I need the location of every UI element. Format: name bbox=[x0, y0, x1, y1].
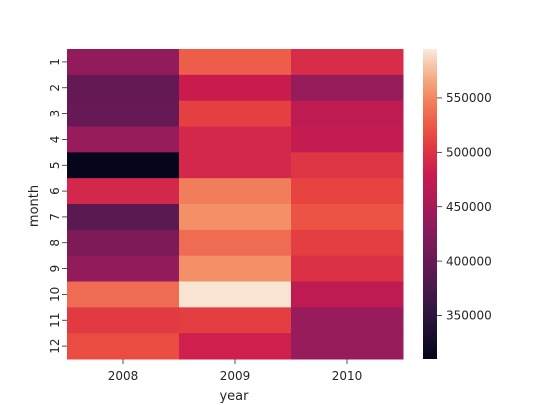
y-tick-label: 2 bbox=[48, 84, 62, 92]
heatmap-cell-8-2008 bbox=[67, 229, 180, 257]
heatmap-cell-1-2010 bbox=[291, 49, 404, 76]
heatmap-cell-10-2010 bbox=[291, 281, 404, 308]
heatmap-cell-2-2010 bbox=[291, 74, 404, 102]
heatmap-cell-4-2010 bbox=[291, 126, 404, 153]
heatmap-cell-3-2008 bbox=[67, 100, 180, 127]
heatmap-cell-7-2009 bbox=[179, 204, 292, 231]
heatmap-cell-5-2009 bbox=[179, 152, 292, 179]
heatmap-cell-11-2010 bbox=[291, 307, 404, 334]
heatmap-cell-5-2008 bbox=[67, 152, 180, 179]
heatmap-cell-9-2009 bbox=[179, 255, 292, 282]
y-axis-label: month bbox=[27, 185, 42, 227]
heatmap-cell-2-2008 bbox=[67, 74, 180, 102]
heatmap-cell-8-2009 bbox=[179, 229, 292, 257]
heatmap-cell-8-2010 bbox=[291, 229, 404, 257]
y-tick-label: 4 bbox=[48, 136, 62, 144]
x-axis: 2008 2009 2010 bbox=[108, 359, 363, 383]
heatmap-cell-11-2008 bbox=[67, 307, 180, 334]
heatmap-cell-3-2010 bbox=[291, 100, 404, 127]
y-tick-label: 3 bbox=[48, 110, 62, 118]
colorbar-axis: 350000 400000 450000 500000 550000 bbox=[437, 91, 492, 323]
heatmap-cell-6-2009 bbox=[179, 178, 292, 205]
heatmap-cell-6-2008 bbox=[67, 178, 180, 205]
colorbar-tick-label: 450000 bbox=[446, 200, 492, 214]
heatmap-cell-1-2008 bbox=[67, 49, 180, 76]
y-tick-label: 5 bbox=[48, 161, 62, 169]
heatmap-cell-7-2010 bbox=[291, 204, 404, 231]
heatmap-cell-12-2009 bbox=[179, 333, 292, 360]
x-tick-label: 2010 bbox=[332, 369, 363, 383]
y-tick-label: 11 bbox=[48, 313, 62, 328]
y-tick-label: 9 bbox=[48, 265, 62, 273]
heatmap-cell-10-2009 bbox=[179, 281, 292, 308]
heatmap-cell-9-2008 bbox=[67, 255, 180, 282]
heatmap-cell-10-2008 bbox=[67, 281, 180, 308]
y-tick-label: 1 bbox=[48, 58, 62, 66]
heatmap-cell-2-2009 bbox=[179, 74, 292, 102]
colorbar-tick-label: 350000 bbox=[446, 309, 492, 323]
y-tick-label: 6 bbox=[48, 187, 62, 195]
colorbar-tick-label: 500000 bbox=[446, 146, 492, 160]
y-tick-label: 7 bbox=[48, 213, 62, 221]
x-axis-label: year bbox=[219, 389, 249, 404]
heatmap-cell-5-2010 bbox=[291, 152, 404, 179]
x-tick-label: 2008 bbox=[108, 369, 139, 383]
heatmap-cell-4-2009 bbox=[179, 126, 292, 153]
y-tick-label: 12 bbox=[48, 338, 62, 353]
heatmap-cell-12-2010 bbox=[291, 333, 404, 360]
heatmap-cell-6-2010 bbox=[291, 178, 404, 205]
heatmap-cell-11-2009 bbox=[179, 307, 292, 334]
y-tick-label: 8 bbox=[48, 239, 62, 247]
heatmap-cells bbox=[67, 49, 404, 360]
colorbar bbox=[423, 49, 437, 359]
heatmap-cell-3-2009 bbox=[179, 100, 292, 127]
heatmap-cell-1-2009 bbox=[179, 49, 292, 76]
heatmap-cell-9-2010 bbox=[291, 255, 404, 282]
heatmap-cell-12-2008 bbox=[67, 333, 180, 360]
x-tick-label: 2009 bbox=[220, 369, 251, 383]
heatmap-cell-4-2008 bbox=[67, 126, 180, 153]
colorbar-tick-label: 550000 bbox=[446, 91, 492, 105]
colorbar-tick-label: 400000 bbox=[446, 254, 492, 268]
y-tick-label: 10 bbox=[48, 287, 62, 302]
heatmap-cell-7-2008 bbox=[67, 204, 180, 231]
